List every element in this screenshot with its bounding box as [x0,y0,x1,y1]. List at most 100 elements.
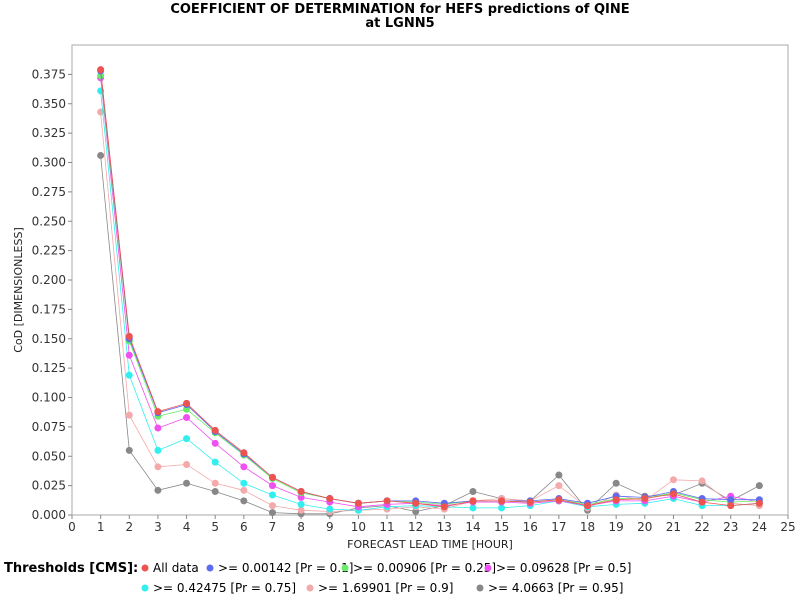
y-tick-label: 0.225 [32,244,66,258]
x-tick-label: 13 [437,520,452,534]
legend-item: >= 0.42475 [Pr = 0.75] [141,581,296,595]
data-point [240,479,248,487]
data-point [297,488,305,495]
data-point [268,509,276,517]
y-axis: 0.000 0.025 0.050 0.075 0.100 0.125 0.150 0.175… [32,67,72,522]
data-point [211,488,219,495]
data-point [183,399,191,407]
data-point [755,499,763,507]
x-tick-label: 17 [551,520,566,534]
data-point [183,460,191,468]
data-point [755,482,763,490]
data-point [183,413,191,421]
data-point [612,496,620,504]
data-point [555,496,563,504]
x-tick-label: 16 [523,520,538,534]
legend-title: Thresholds [CMS]: [4,561,138,576]
x-tick-label: 2 [125,520,133,534]
y-tick-label: 0.325 [32,126,66,140]
legend-label: >= 0.42475 [Pr = 0.75] [153,581,296,595]
x-tick-label: 7 [269,520,277,534]
data-point [268,491,276,499]
data-point [125,411,133,419]
y-tick-label: 0.275 [32,185,66,199]
x-tick-label: 12 [408,520,423,534]
series-0 [97,66,763,511]
legend-marker [206,564,214,572]
chart-title: COEFFICIENT OF DETERMINATION for HEFS pr… [170,2,629,17]
data-point [97,66,105,74]
series-line [100,77,760,508]
legend-item: >= 1.69901 [Pr = 0.9] [306,581,453,595]
data-point [154,446,162,454]
data-point [354,499,362,507]
x-axis-label: FORECAST LEAD TIME [HOUR] [347,538,513,551]
x-tick-label: 11 [379,520,394,534]
y-tick-label: 0.050 [32,449,66,463]
data-point [240,449,248,457]
x-tick-label: 10 [351,520,366,534]
y-tick-label: 0.000 [32,508,66,522]
data-point [727,502,735,510]
data-point [154,463,162,471]
data-point [555,471,563,479]
data-point [727,496,735,504]
data-point [412,499,420,507]
y-tick-label: 0.375 [32,67,66,81]
data-point [268,473,276,481]
data-point [125,446,133,454]
data-point [97,151,105,159]
data-point [125,332,133,340]
y-tick-label: 0.125 [32,361,66,375]
legend-marker [484,564,492,572]
legend: Thresholds [CMS]: All data >= 0.00142 [Pr… [4,561,631,595]
legend-label: >= 4.0663 [Pr = 0.95] [488,581,623,595]
data-point [268,502,276,510]
series-line [100,155,760,515]
y-tick-label: 0.250 [32,214,66,228]
data-point [125,351,133,359]
data-point [297,506,305,514]
y-axis-label: CoD [DIMENSIONLESS] [12,227,25,353]
legend-label: >= 1.69901 [Pr = 0.9] [318,581,453,595]
x-tick-label: 18 [580,520,595,534]
data-point [297,500,305,508]
data-point [498,497,506,505]
legend-label: >= 0.00906 [Pr = 0.25] [353,561,496,575]
data-point [641,495,649,503]
data-point [469,497,477,505]
x-tick-label: 15 [494,520,509,534]
x-tick-label: 23 [723,520,738,534]
data-point [469,488,477,495]
series-line [100,70,760,504]
legend-marker [341,564,349,572]
series-layer [97,66,763,518]
x-tick-label: 9 [326,520,334,534]
data-point [526,498,534,506]
data-point [154,424,162,432]
legend-marker [476,584,484,592]
data-point [669,490,677,498]
data-point [183,435,191,443]
y-tick-label: 0.075 [32,420,66,434]
data-point [125,371,133,379]
y-tick-label: 0.025 [32,479,66,493]
data-point [154,486,162,494]
x-tick-label: 22 [694,520,709,534]
x-tick-label: 4 [183,520,191,534]
data-point [183,479,191,487]
x-tick-label: 21 [666,520,681,534]
legend-marker [141,584,149,592]
data-point [240,486,248,494]
legend-item: All data [141,561,199,575]
data-point [211,479,219,487]
y-tick-label: 0.200 [32,273,66,287]
data-point [612,479,620,487]
legend-item: >= 0.09628 [Pr = 0.5] [484,561,631,575]
data-point [498,504,506,512]
legend-marker [141,564,149,572]
data-point [268,482,276,490]
data-point [698,498,706,506]
x-tick-label: 20 [637,520,652,534]
legend-label: >= 0.09628 [Pr = 0.5] [496,561,631,575]
